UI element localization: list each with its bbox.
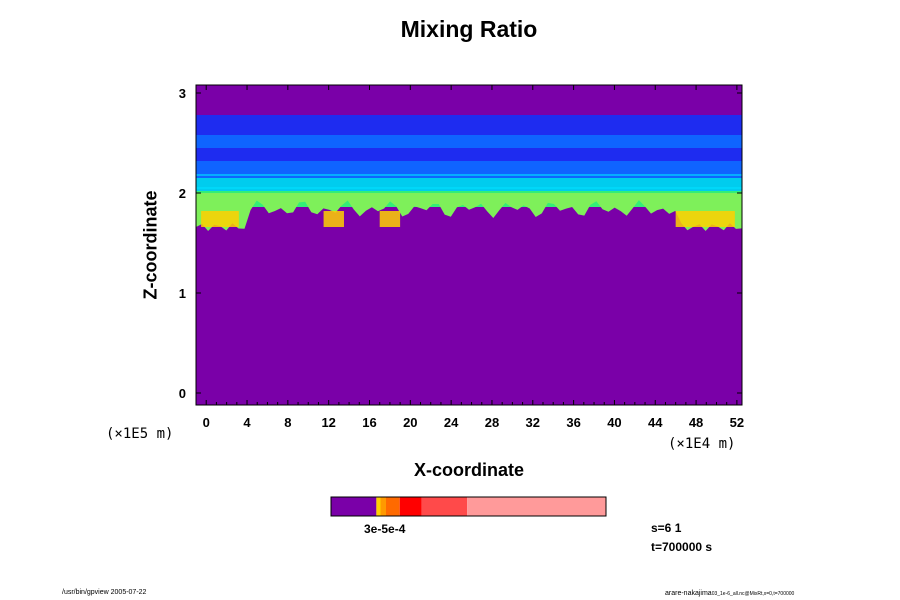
x-tick-label: 16 — [362, 415, 376, 430]
colorbar-segment-1 — [376, 497, 381, 516]
colorbar-segment-5 — [421, 497, 468, 516]
band-4 — [196, 178, 742, 191]
x-tick-label: 40 — [607, 415, 621, 430]
info-t-label: t=700000 s — [651, 540, 713, 554]
z-axis-unit: (×1E5 m) — [106, 426, 174, 442]
cyan-line-0 — [196, 187, 742, 189]
z-tick-label: 1 — [179, 286, 186, 301]
warm-patch-1 — [675, 211, 735, 227]
warm-patch-3 — [379, 211, 401, 227]
x-tick-label: 0 — [203, 415, 210, 430]
x-tick-label: 24 — [444, 415, 459, 430]
x-tick-label: 28 — [485, 415, 499, 430]
footer-right-main: arare-nakajima — [665, 590, 712, 597]
chart-title: Mixing Ratio — [400, 16, 538, 42]
z-tick-label: 0 — [179, 386, 186, 401]
x-tick-label: 32 — [526, 415, 540, 430]
z-axis-label: Z-coordinate — [140, 190, 161, 300]
x-tick-label: 44 — [648, 415, 663, 430]
x-axis-unit: (×1E4 m) — [668, 436, 736, 452]
x-tick-label: 36 — [566, 415, 580, 430]
x-tick-label: 4 — [243, 415, 251, 430]
x-tick-label: 52 — [730, 415, 744, 430]
lower-mixing-layer — [196, 193, 742, 231]
cyan-line-1 — [196, 174, 742, 176]
colorbar-segment-6 — [467, 497, 606, 516]
footer-right-small: 03_1e-6_all.nc@MixRt,x=0,t=700000 — [711, 591, 795, 597]
colorbar — [330, 496, 607, 517]
band-3 — [196, 161, 742, 178]
x-tick-label: 8 — [284, 415, 291, 430]
plot-area — [196, 85, 742, 405]
footer-right-text: arare-nakajima03_1e-6_all.nc@MixRt,x=0,t… — [665, 590, 794, 597]
colorbar-segment-2 — [380, 497, 386, 516]
z-tick-label: 2 — [179, 186, 186, 201]
x-tick-label: 12 — [321, 415, 335, 430]
x-tick-label: 20 — [403, 415, 417, 430]
band-1 — [196, 135, 742, 148]
footer-left-text: /usr/bin/gpview 2005-07-22 — [62, 589, 147, 596]
band-2 — [196, 148, 742, 161]
colorbar-frame — [330, 496, 607, 517]
plot-frame — [195, 84, 743, 406]
warm-patch-0 — [201, 211, 239, 227]
colorbar-segment-3 — [386, 497, 400, 516]
colorbar-segment-0 — [331, 497, 377, 516]
x-tick-label: 48 — [689, 415, 703, 430]
warm-patch-2 — [323, 211, 344, 227]
x-axis-label: X-coordinate — [413, 460, 524, 480]
band-0 — [196, 115, 742, 135]
colorbar-label: 3e-5e-4 — [364, 522, 406, 536]
colorbar-segment-4 — [399, 497, 422, 516]
z-tick-label: 3 — [179, 86, 186, 101]
info-s-label: s=6 1 — [651, 521, 682, 535]
